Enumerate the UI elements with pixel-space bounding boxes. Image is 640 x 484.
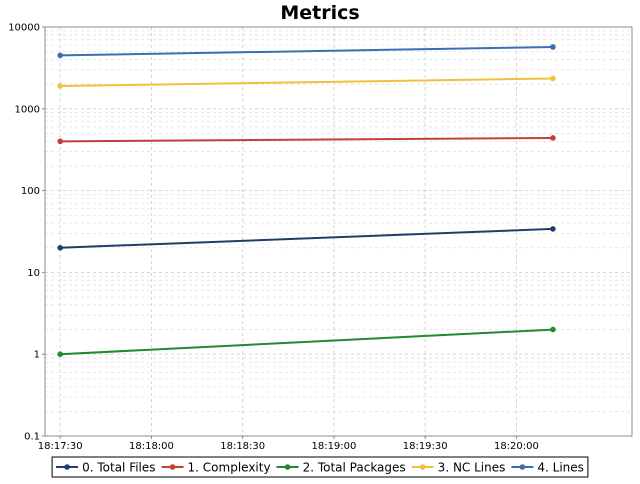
data-point: [57, 52, 64, 59]
series-2: [57, 326, 556, 358]
legend-label: 0. Total Files: [82, 461, 155, 475]
legend-item: 4. Lines: [511, 461, 584, 475]
plot-border: [44, 26, 633, 437]
legend-swatch-point: [284, 464, 291, 470]
series-4: [57, 44, 556, 59]
data-point: [57, 83, 64, 89]
series-0: [57, 226, 556, 251]
plot-background: [45, 27, 632, 436]
series-line: [60, 45, 553, 57]
y-tick-label: 0.1: [24, 432, 40, 443]
legend-item: 3. NC Lines: [411, 461, 506, 475]
x-tick-label: 18:19:00: [311, 441, 356, 452]
legend-box: [51, 456, 589, 478]
y-tick-label: 10000: [8, 23, 40, 34]
data-point: [550, 44, 556, 50]
x-tick-label: 18:19:30: [403, 441, 448, 452]
legend-item: 1. Complexity: [161, 461, 271, 475]
x-tick-label: 18:18:30: [220, 441, 265, 452]
data-point: [57, 351, 64, 358]
data-point: [550, 75, 556, 82]
x-tick-label: 18:18:00: [129, 441, 174, 452]
y-tick-label: 1000: [15, 104, 40, 115]
data-point: [550, 326, 556, 333]
data-point: [550, 135, 556, 141]
series-line: [60, 328, 553, 356]
series-line: [60, 227, 553, 249]
legend-item: 2. Total Packages: [276, 461, 406, 475]
data-point: [57, 244, 64, 251]
y-tick-label: 10: [27, 268, 40, 279]
legend-label: 4. Lines: [537, 461, 584, 475]
data-point: [550, 226, 556, 232]
x-tick-label: 18:20:00: [494, 441, 539, 452]
series-line: [60, 77, 553, 87]
legend-swatch-point: [419, 464, 426, 470]
legend-label: 1. Complexity: [188, 461, 271, 475]
series-line: [60, 136, 553, 143]
plot-area: 0.1 1 10 100 1000 10000 18:17:30 18:18:00 18:18:…: [8, 23, 633, 452]
x-tick-label: 18:17:30: [38, 441, 83, 452]
legend-item: 0. Total Files: [56, 461, 156, 475]
legend-swatch-point: [519, 464, 526, 470]
chart-title: Metrics: [280, 2, 359, 24]
legend-swatch-point: [169, 464, 176, 470]
y-tick-label: 1: [34, 350, 40, 361]
legend-swatch-point: [64, 464, 70, 470]
series-1: [57, 135, 556, 145]
data-point: [57, 138, 64, 145]
legend-label: 2. Total Packages: [303, 461, 406, 475]
legend: 0. Total Files 1. Complexity 2. Total Pack…: [51, 456, 589, 478]
y-tick-label: 100: [21, 186, 40, 197]
series-3: [57, 75, 556, 89]
legend-label: 3. NC Lines: [438, 461, 506, 475]
